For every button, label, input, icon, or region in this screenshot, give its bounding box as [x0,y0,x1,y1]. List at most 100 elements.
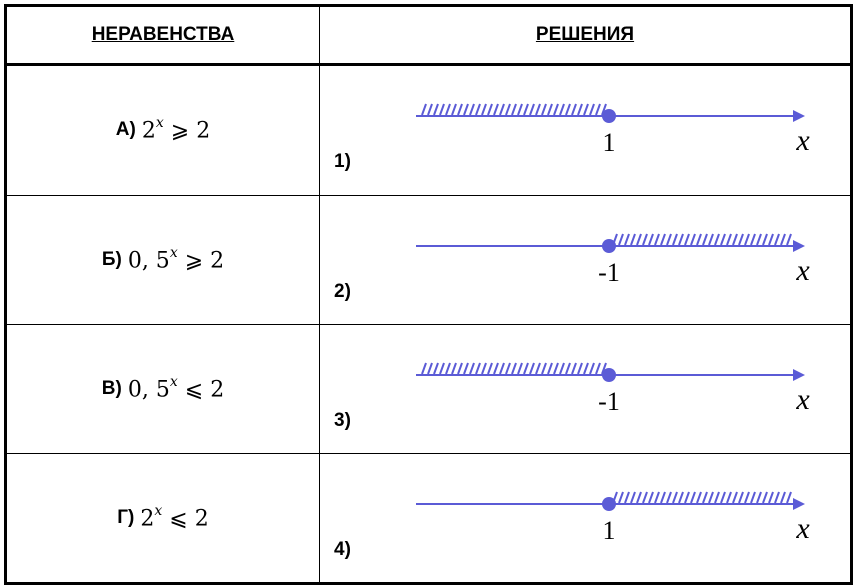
hatch-stroke [457,103,463,116]
hatch-stroke [571,103,577,116]
hatch-stroke [720,491,726,504]
hatch-stroke [487,362,493,375]
hatch-stroke [708,491,714,504]
hatch-stroke [750,491,756,504]
axis-arrow [793,110,805,122]
hatch-stroke [780,491,786,504]
hatch-stroke [439,103,445,116]
hatch-stroke [678,491,684,504]
hatch-stroke [571,362,577,375]
hatch-stroke [505,362,511,375]
hatching [421,362,607,375]
hatch-stroke [439,362,445,375]
hatch-stroke [738,491,744,504]
hatch-stroke [774,233,780,246]
hatch-stroke [762,233,768,246]
inequality-b: Б) 0, 5x ⩾ 2 [7,196,319,324]
hatch-stroke [475,362,481,375]
hatch-stroke [720,233,726,246]
hatch-stroke [768,491,774,504]
point-marker [602,497,616,511]
hatch-stroke [577,362,583,375]
hatch-stroke [463,103,469,116]
hatch-stroke [493,103,499,116]
hatch-stroke [421,103,427,116]
point-label: 1 [603,516,616,545]
inequality-a: А) 2x ⩾ 2 [7,66,319,194]
hatch-stroke [505,103,511,116]
hatch-stroke [642,233,648,246]
point-label: 1 [603,128,616,157]
hatch-stroke [648,233,654,246]
hatch-stroke [738,233,744,246]
hatching [421,103,607,116]
hatch-stroke [654,491,660,504]
hatch-stroke [499,362,505,375]
inequality-c: В) 0, 5x ⩽ 2 [7,325,319,453]
inequality-expression: 0, 5x ⩽ 2 [127,373,225,403]
hatch-stroke [523,103,529,116]
hatch-stroke [523,362,529,375]
axis-label: x [795,383,810,416]
inequality-expression: 2x ⩾ 2 [141,114,211,144]
hatch-stroke [511,362,517,375]
hatch-stroke [642,491,648,504]
hatch-stroke [487,103,493,116]
point-marker [602,368,616,382]
table-header: НЕРАВЕНСТВА РЕШЕНИЯ [7,7,850,66]
header-solutions: РЕШЕНИЯ [535,24,635,45]
table-row: В) 0, 5x ⩽ 2 3) -1 x [7,325,850,453]
hatch-stroke [786,491,792,504]
inequality-expression: 0, 5x ⩾ 2 [127,244,225,274]
hatch-stroke [696,233,702,246]
hatch-stroke [529,103,535,116]
hatch-stroke [786,233,792,246]
hatch-stroke [750,233,756,246]
hatch-stroke [451,103,457,116]
point-marker [602,239,616,253]
hatch-stroke [547,362,553,375]
hatch-stroke [672,233,678,246]
hatch-stroke [445,362,451,375]
hatch-stroke [535,362,541,375]
table-row: Б) 0, 5x ⩾ 2 2) -1 x [7,196,850,324]
hatch-stroke [565,362,571,375]
hatch-stroke [493,362,499,375]
axis-label: x [795,512,810,545]
hatch-stroke [583,362,589,375]
hatch-stroke [427,103,433,116]
hatch-stroke [481,103,487,116]
hatch-stroke [583,103,589,116]
hatch-stroke [535,103,541,116]
hatching [612,491,792,504]
axis-label: x [795,254,810,287]
hatch-stroke [541,362,547,375]
hatch-stroke [636,491,642,504]
hatch-stroke [427,362,433,375]
hatch-stroke [595,362,601,375]
hatch-stroke [666,233,672,246]
hatch-stroke [517,103,523,116]
solution-number: 1) [334,151,351,172]
hatch-stroke [433,103,439,116]
hatch-stroke [559,103,565,116]
hatch-stroke [690,491,696,504]
hatch-stroke [696,491,702,504]
hatch-stroke [732,491,738,504]
hatch-stroke [469,362,475,375]
hatch-stroke [762,491,768,504]
hatch-stroke [517,362,523,375]
hatch-stroke [618,233,624,246]
axis-arrow [793,369,805,381]
point-label: -1 [598,387,620,416]
hatch-stroke [672,491,678,504]
hatch-stroke [565,103,571,116]
hatch-stroke [756,233,762,246]
hatch-stroke [589,362,595,375]
hatch-stroke [714,491,720,504]
hatch-stroke [702,491,708,504]
hatch-stroke [559,362,565,375]
row-divider [7,324,850,325]
